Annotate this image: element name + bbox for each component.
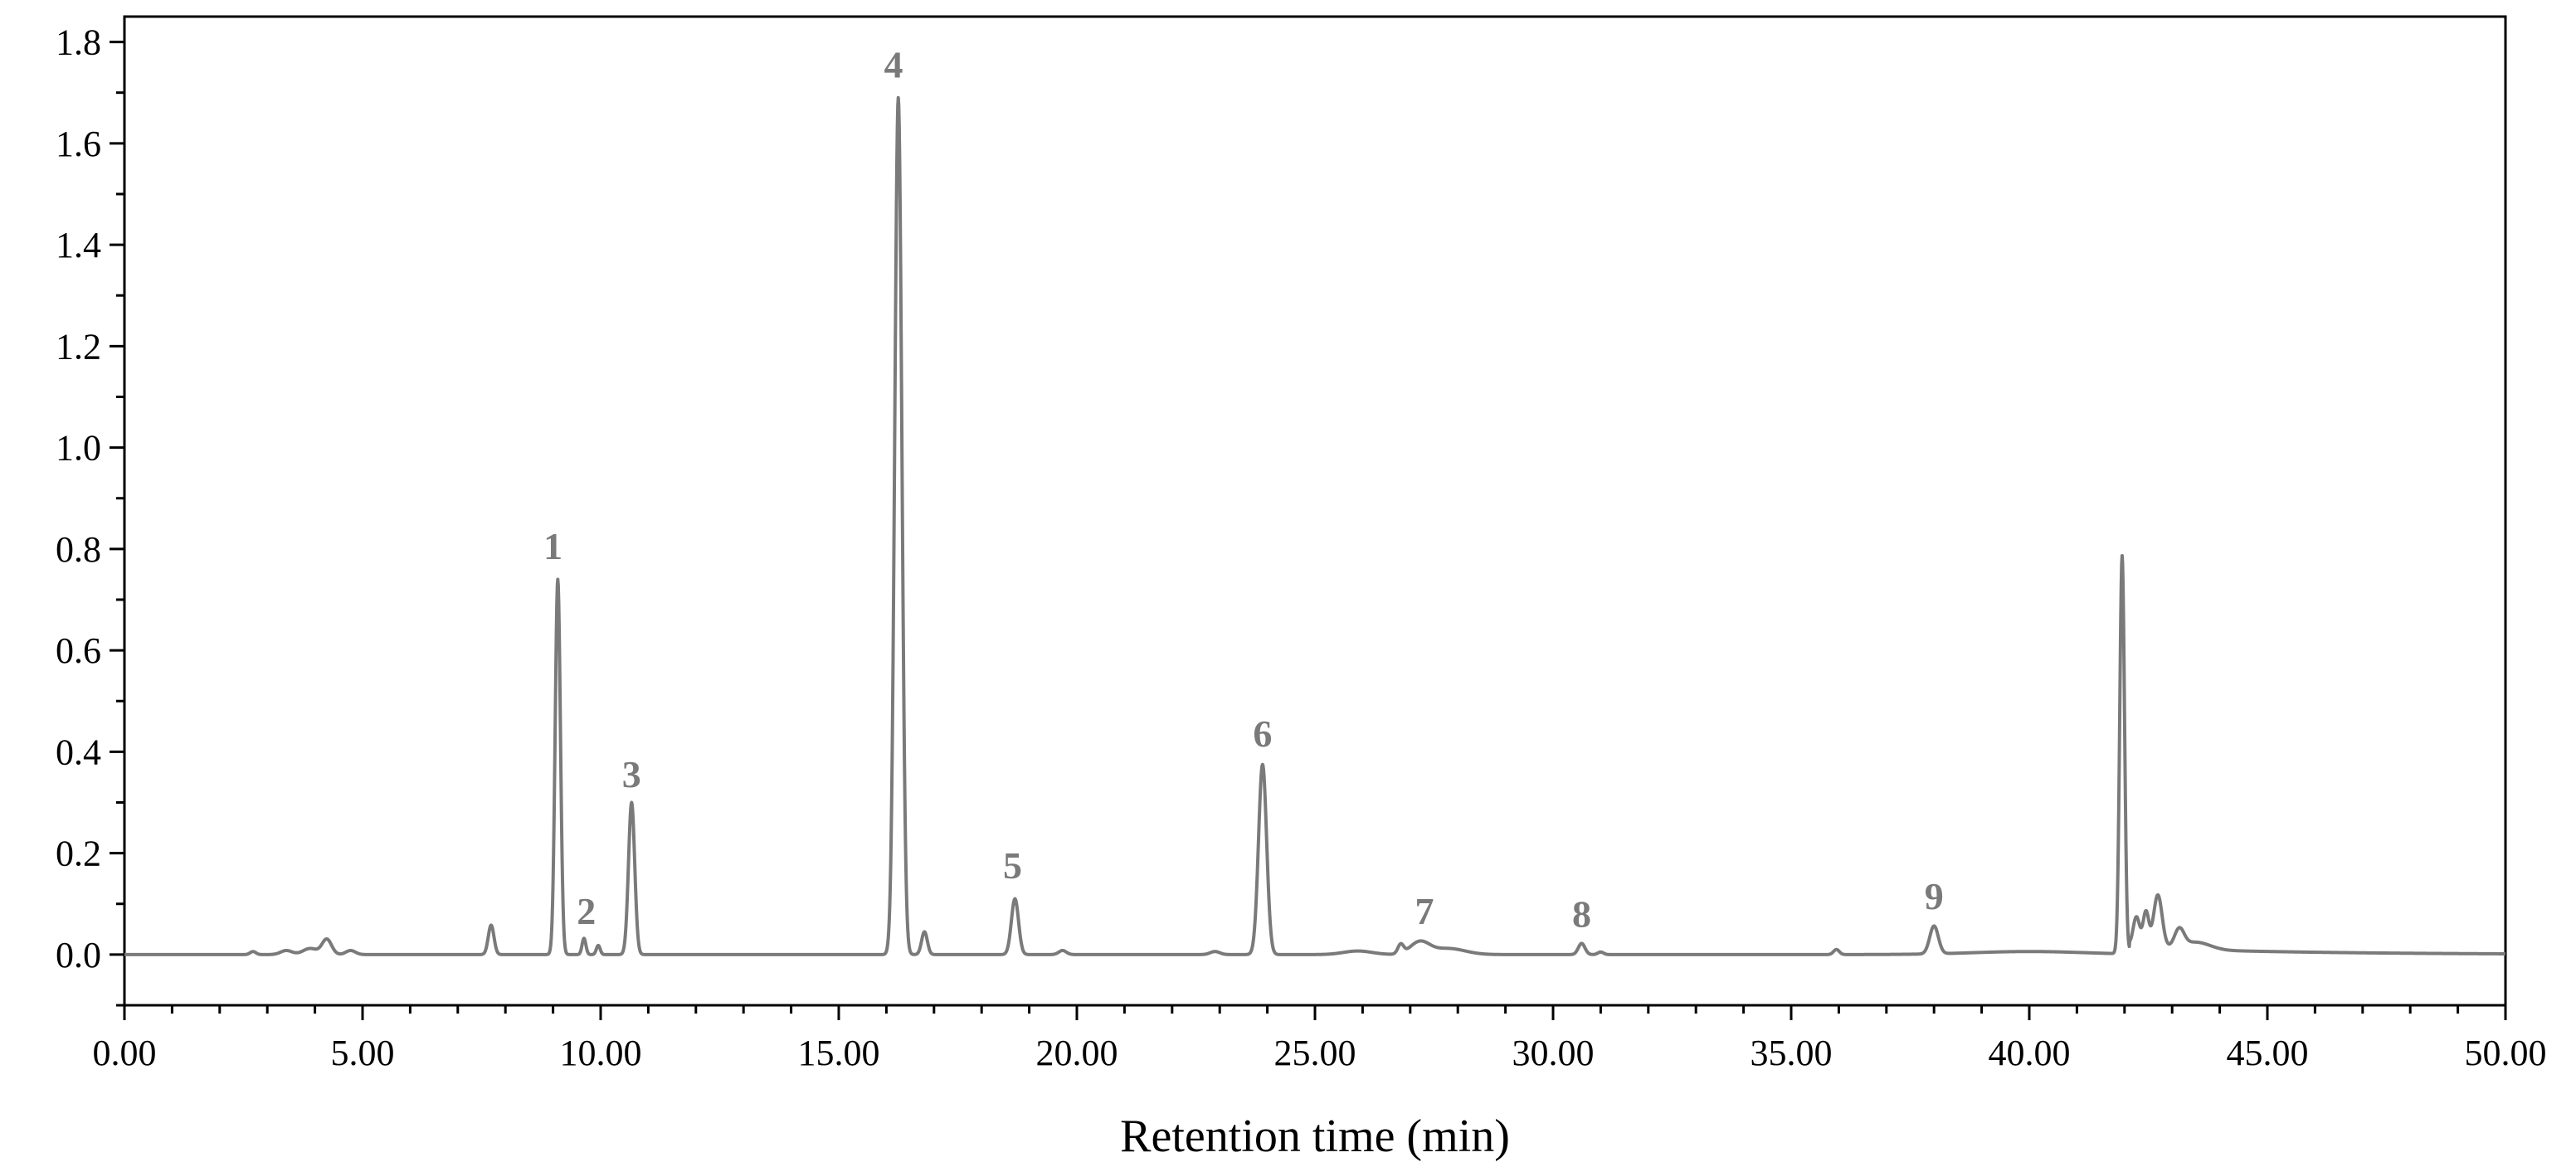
y-tick-label: 1.8 bbox=[56, 22, 101, 63]
y-tick-label: 1.2 bbox=[56, 326, 101, 367]
x-tick-label: 10.00 bbox=[560, 1033, 642, 1073]
y-tick-label: 0.0 bbox=[56, 935, 101, 975]
x-tick-label: 0.00 bbox=[93, 1033, 157, 1073]
x-tick-label: 30.00 bbox=[1512, 1033, 1595, 1073]
peak-label-3: 3 bbox=[622, 753, 641, 795]
x-axis-title: Retention time (min) bbox=[1120, 1111, 1510, 1162]
x-tick-label: 40.00 bbox=[1989, 1033, 2071, 1073]
y-tick-label: 0.6 bbox=[56, 630, 101, 671]
peak-label-8: 8 bbox=[1572, 892, 1591, 935]
y-tick-label: 1.4 bbox=[56, 225, 101, 265]
peak-label-1: 1 bbox=[543, 525, 562, 567]
plot-frame bbox=[123, 15, 2507, 1007]
x-tick-label: 5.00 bbox=[331, 1033, 395, 1073]
peak-label-6: 6 bbox=[1253, 712, 1272, 755]
y-tick-label: 0.4 bbox=[56, 732, 101, 772]
x-tick-label: 50.00 bbox=[2465, 1033, 2547, 1073]
y-tick-label: 1.0 bbox=[56, 428, 101, 469]
y-tick-label: 1.6 bbox=[56, 124, 101, 164]
peak-annotations: 1 2 3 4 5 6 7 8 9 bbox=[543, 43, 1944, 935]
x-axis-ticks: 0.00 5.00 10.00 15.00 20.00 25.00 30.00 35.00 40… bbox=[93, 1005, 2547, 1073]
peak-label-9: 9 bbox=[1925, 875, 1944, 917]
peak-label-7: 7 bbox=[1415, 890, 1434, 932]
x-tick-label: 35.00 bbox=[1751, 1033, 1833, 1073]
peak-label-2: 2 bbox=[577, 890, 596, 932]
peak-label-4: 4 bbox=[884, 43, 903, 85]
peak-label-5: 5 bbox=[1003, 844, 1022, 887]
y-axis-ticks: 0.0 0.2 0.4 0.6 0.8 1.0 1.2 1.4 1.6 1.8 bbox=[56, 22, 124, 1007]
x-tick-label: 15.00 bbox=[798, 1033, 880, 1073]
y-tick-label: 0.2 bbox=[56, 834, 101, 874]
y-tick-label: 0.8 bbox=[56, 529, 101, 570]
chromatogram-trace bbox=[123, 95, 2507, 956]
x-tick-label: 45.00 bbox=[2227, 1033, 2309, 1073]
x-tick-label: 25.00 bbox=[1274, 1033, 1356, 1073]
x-tick-label: 20.00 bbox=[1036, 1033, 1118, 1073]
